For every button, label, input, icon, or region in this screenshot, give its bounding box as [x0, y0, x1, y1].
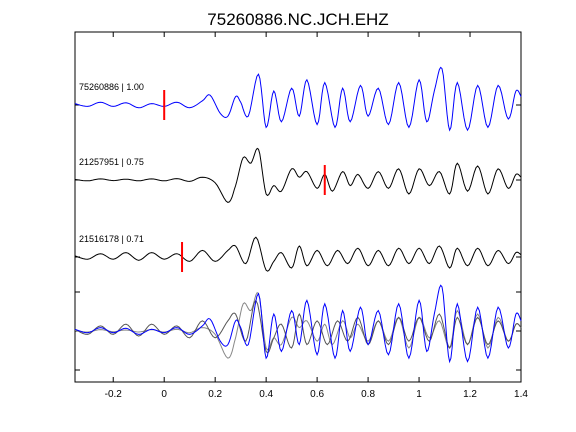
trace-label-2: 21257951 | 0.75 [79, 157, 144, 167]
x-tick-label: 1 [416, 389, 422, 400]
x-axis: -0.2 0 0.2 0.4 0.6 0.8 1 1.2 1.4 [105, 32, 528, 400]
x-tick-label: -0.2 [105, 389, 123, 400]
chart-title: 75260886.NC.JCH.EHZ [207, 10, 388, 29]
x-tick-label: 0.6 [310, 389, 324, 400]
trace-line-2 [74, 147, 522, 203]
x-tick-label: 1.2 [463, 389, 477, 400]
pick-markers [163, 90, 326, 272]
x-tick-label: 0.2 [208, 389, 222, 400]
overlay-traces [74, 284, 522, 364]
trace-labels: 75260886 | 1.00 21257951 | 0.75 21516178 |… [79, 82, 144, 244]
trace-line-1 [74, 66, 522, 132]
trace-line-3 [74, 236, 522, 272]
trace-label-3: 21516178 | 0.71 [79, 234, 144, 244]
overlay-trace-1 [74, 284, 522, 364]
overlay-trace-3 [74, 299, 522, 354]
x-tick-label: 0 [161, 389, 167, 400]
traces [74, 66, 522, 272]
x-tick-label: 1.4 [514, 389, 528, 400]
plot-area [74, 31, 522, 383]
x-tick-label: 0.4 [259, 389, 273, 400]
trace-label-1: 75260886 | 1.00 [79, 82, 144, 92]
x-tick-label: 0.8 [361, 389, 375, 400]
